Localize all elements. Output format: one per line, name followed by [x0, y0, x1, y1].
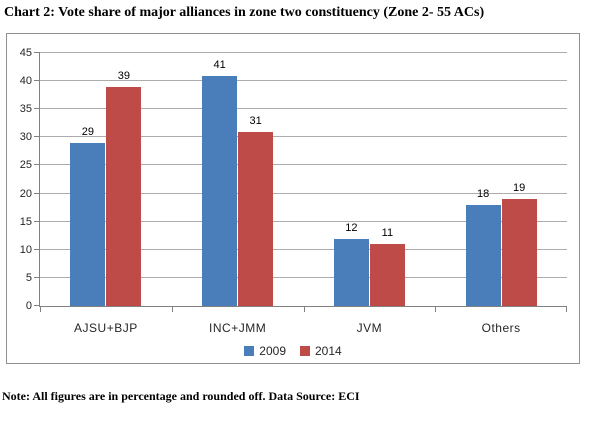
bar-value-label: 18 — [477, 187, 490, 200]
bar-value-label: 39 — [117, 69, 130, 82]
gridline-20 — [40, 192, 567, 194]
bar-value-label: 12 — [345, 221, 358, 234]
note-text: Note: All figures are in percentage and … — [2, 389, 360, 403]
gridline-10 — [40, 248, 567, 250]
bar-value-label: 19 — [513, 182, 526, 195]
legend-swatch-2014 — [300, 346, 310, 356]
gridline-25 — [40, 164, 567, 166]
bar-value-label: 41 — [213, 58, 226, 71]
bar-value-label: 11 — [381, 227, 394, 240]
legend-label: 2009 — [259, 344, 286, 358]
legend-item-2009: 2009 — [244, 344, 286, 358]
y-axis-label: 10 — [19, 243, 32, 256]
y-axis-label: 40 — [19, 75, 32, 88]
x-axis-tick — [303, 306, 305, 312]
x-axis-category-label: AJSU+BJP — [74, 321, 138, 335]
gridline-15 — [40, 220, 567, 222]
y-axis-tick — [34, 80, 40, 82]
bar-2014-inc-jmm: 31 — [238, 115, 274, 306]
chart-title: Chart 2: Vote share of major alliances i… — [4, 5, 485, 20]
gridline-40 — [40, 80, 567, 82]
bar-value-label: 29 — [81, 125, 94, 138]
legend-item-2014: 2014 — [300, 344, 342, 358]
y-axis-label: 25 — [19, 159, 32, 172]
x-axis-tick — [171, 306, 173, 312]
x-axis-tick — [435, 306, 437, 312]
gridline-30 — [40, 136, 567, 138]
y-axis-tick — [34, 192, 40, 194]
category-group-ajsu-bjp: 29 39 AJSU+BJP — [40, 53, 172, 335]
y-axis-tick — [34, 164, 40, 166]
gridline-5 — [40, 276, 567, 278]
y-axis-label: 0 — [25, 300, 32, 312]
y-axis-tick — [34, 276, 40, 278]
y-axis-label: 20 — [19, 187, 32, 200]
plot-area: 0 5 10 15 20 25 30 35 40 45 29 39 AJSU+BJP 41 31 INC+JM… — [20, 47, 567, 335]
y-axis-tick — [34, 136, 40, 138]
category-group-others: 18 19 Others — [435, 53, 567, 335]
bar-2014-others: 19 — [501, 182, 537, 306]
x-axis-tick — [40, 306, 41, 312]
bar-2009-jvm: 12 — [333, 222, 369, 306]
y-axis-label: 15 — [19, 215, 32, 228]
y-axis-label: 45 — [19, 47, 32, 59]
y-axis-tick — [34, 52, 40, 53]
chart-frame: 0 5 10 15 20 25 30 35 40 45 29 39 AJSU+BJP 41 31 INC+JM… — [6, 33, 580, 364]
gridline-45 — [40, 52, 567, 53]
bar-2009-ajsu-bjp: 29 — [70, 126, 106, 306]
category-group-jvm: 12 11 JVM — [304, 53, 436, 335]
bar-2014-ajsu-bjp: 39 — [106, 70, 142, 306]
x-axis-tick — [566, 306, 567, 312]
gridline-35 — [40, 108, 567, 110]
y-axis-tick — [34, 305, 40, 306]
legend-label: 2014 — [315, 344, 342, 358]
y-axis-label: 5 — [25, 271, 32, 284]
x-axis-category-label: Others — [481, 321, 521, 335]
x-axis-category-label: INC+JMM — [209, 321, 267, 335]
y-axis-tick — [34, 248, 40, 250]
legend-swatch-2009 — [244, 346, 255, 356]
y-axis-label: 35 — [19, 103, 32, 116]
bar-value-label: 31 — [249, 114, 262, 127]
bar-2014-jvm: 11 — [369, 227, 405, 306]
y-axis-tick — [34, 220, 40, 222]
bar-2009-others: 18 — [465, 188, 501, 306]
legend: 2009 2014 — [7, 344, 579, 358]
y-axis-tick — [34, 108, 40, 110]
y-axis-label: 30 — [19, 131, 32, 144]
bar-2009-inc-jmm: 41 — [202, 59, 238, 306]
x-axis-category-label: JVM — [356, 321, 383, 335]
category-group-inc-jmm: 41 31 INC+JMM — [172, 53, 304, 335]
